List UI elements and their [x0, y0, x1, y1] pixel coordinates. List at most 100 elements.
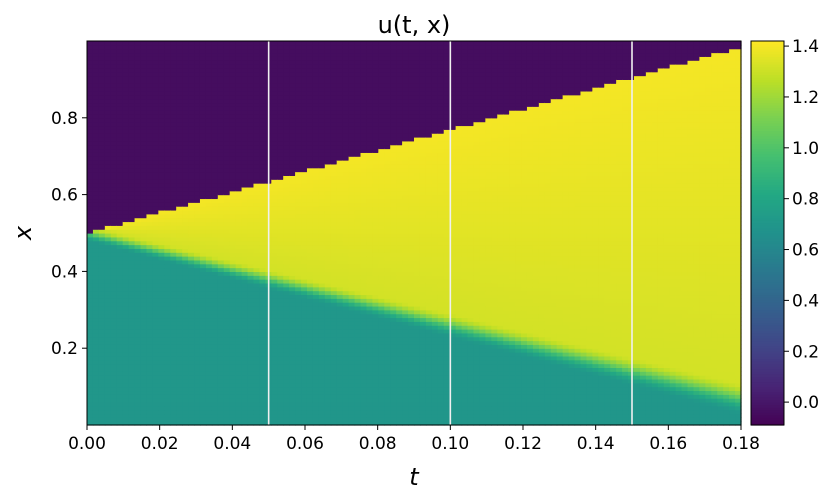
heatmap-cell — [134, 317, 142, 322]
heatmap-cell — [176, 140, 183, 146]
heatmap-cell — [229, 90, 237, 96]
heatmap-cell — [306, 209, 314, 215]
heatmap-cell — [205, 398, 213, 403]
heatmap-cell — [312, 355, 320, 361]
heatmap-cell — [176, 167, 183, 173]
heatmap-cell — [306, 79, 314, 84]
heatmap-cell — [199, 305, 207, 311]
heatmap-cell — [199, 386, 207, 392]
heatmap-cell — [194, 236, 201, 242]
heatmap-cell — [116, 87, 124, 92]
heatmap-cell — [188, 209, 195, 215]
heatmap-cell — [134, 156, 142, 161]
heatmap-cell — [194, 167, 201, 173]
heatmap-cell — [247, 137, 255, 142]
heatmap-cell — [211, 44, 219, 50]
heatmap-cell — [354, 117, 362, 123]
heatmap-cell — [289, 79, 296, 84]
heatmap-cell — [235, 355, 243, 361]
heatmap-cell — [134, 382, 142, 388]
heatmap-cell — [330, 325, 338, 330]
heatmap-cell — [92, 344, 100, 349]
heatmap-cell — [98, 252, 106, 257]
heatmap-cell — [122, 83, 130, 88]
heatmap-cell — [98, 113, 106, 119]
heatmap-cell — [194, 179, 201, 184]
heatmap-cell — [122, 56, 130, 61]
heatmap-cell — [277, 198, 284, 203]
heatmap-cell — [223, 236, 231, 242]
heatmap-cell — [253, 313, 261, 319]
heatmap-cell — [87, 317, 94, 322]
heatmap-cell — [92, 121, 100, 127]
heatmap-cell — [164, 183, 171, 188]
heatmap-cell — [152, 113, 159, 119]
heatmap-cell — [301, 87, 308, 92]
heatmap-cell — [98, 355, 106, 361]
heatmap-cell — [164, 313, 171, 319]
heatmap-cell — [235, 102, 243, 107]
heatmap-cell — [134, 229, 142, 234]
heatmap-cell — [342, 90, 350, 96]
heatmap-cell — [146, 144, 153, 150]
heatmap-cell — [306, 110, 314, 115]
heatmap-cell — [170, 233, 177, 238]
heatmap-cell — [116, 225, 124, 230]
heatmap-cell — [122, 394, 130, 399]
heatmap-cell — [354, 121, 362, 127]
heatmap-cell — [330, 344, 338, 349]
heatmap-cell — [152, 325, 159, 330]
heatmap-cell — [342, 332, 350, 338]
heatmap-cell — [176, 321, 183, 326]
heatmap-cell — [372, 378, 379, 384]
heatmap-cell — [259, 102, 266, 107]
heatmap-cell — [289, 332, 296, 338]
heatmap-cell — [348, 286, 356, 292]
heatmap-cell — [235, 144, 243, 150]
heatmap-cell — [235, 317, 243, 322]
heatmap-cell — [229, 137, 237, 142]
heatmap-cell — [223, 398, 231, 403]
heatmap-cell — [283, 41, 290, 46]
heatmap-cell — [354, 175, 362, 180]
heatmap-cell — [271, 271, 278, 276]
heatmap-cell — [342, 282, 350, 288]
heatmap-cell — [182, 125, 189, 130]
heatmap-cell — [128, 217, 136, 223]
heatmap-cell — [194, 271, 201, 276]
heatmap-cell — [289, 282, 296, 288]
heatmap-cell — [354, 275, 362, 280]
heatmap-cell — [182, 71, 189, 77]
heatmap-cell — [176, 179, 183, 184]
heatmap-cell — [134, 79, 142, 84]
heatmap-cell — [116, 102, 124, 107]
heatmap-cell — [188, 313, 195, 319]
heatmap-cell — [158, 52, 165, 57]
heatmap-cell — [235, 348, 243, 353]
heatmap-cell — [360, 79, 368, 84]
heatmap-cell — [318, 229, 326, 234]
heatmap-cell — [342, 352, 350, 357]
heatmap-cell — [152, 117, 159, 123]
heatmap-cell — [271, 90, 278, 96]
heatmap-cell — [98, 213, 106, 219]
heatmap-cell — [247, 233, 255, 238]
heatmap-cell — [366, 279, 373, 284]
heatmap-cell — [134, 294, 142, 299]
heatmap-cell — [116, 298, 124, 303]
heatmap-cell — [241, 129, 249, 134]
heatmap-cell — [336, 279, 344, 284]
heatmap-cell — [92, 102, 100, 107]
heatmap-cell — [259, 140, 266, 146]
heatmap-cell — [306, 421, 314, 426]
heatmap-cell — [110, 117, 118, 123]
heatmap-cell — [229, 286, 237, 292]
heatmap-cell — [122, 355, 130, 361]
heatmap-cell — [146, 417, 153, 422]
heatmap-cell — [301, 163, 308, 169]
heatmap-cell — [211, 213, 219, 219]
heatmap-cell — [134, 240, 142, 246]
heatmap-cell — [253, 263, 261, 269]
heatmap-cell — [247, 106, 255, 111]
heatmap-cell — [348, 56, 356, 61]
